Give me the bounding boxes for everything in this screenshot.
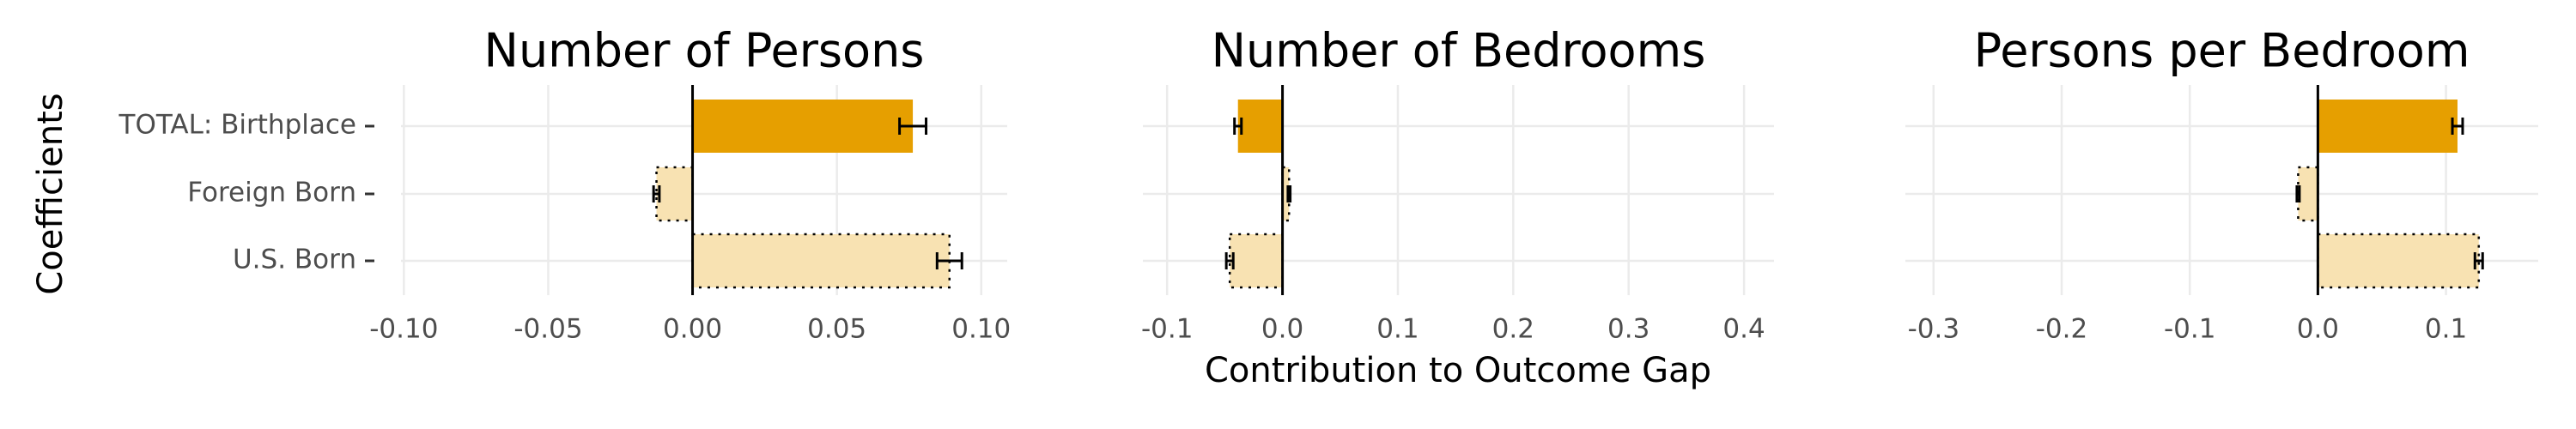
x-tick-label: -0.10 (369, 314, 438, 345)
x-tick-label: -0.05 (513, 314, 582, 345)
bar (655, 166, 694, 222)
x-tick-label: -0.1 (2164, 314, 2216, 345)
x-tick-label: 0.1 (1376, 314, 1419, 345)
bar (2318, 100, 2458, 153)
x-tick-label: 0.05 (807, 314, 866, 345)
x-tick-label: 0.00 (663, 314, 722, 345)
bar (1228, 233, 1284, 289)
bar (1237, 100, 1283, 153)
x-tick-label: 0.0 (2297, 314, 2339, 345)
bar (692, 100, 914, 153)
x-tick-label: 0.3 (1607, 314, 1649, 345)
x-tick-label: 0.4 (1722, 314, 1765, 345)
panel-title: Number of Bedrooms (1212, 24, 1706, 78)
x-tick-label: -0.3 (1908, 314, 1960, 345)
bar (2297, 166, 2319, 222)
x-tick-label: -0.2 (2036, 314, 2088, 345)
x-tick-label: -0.1 (1141, 314, 1194, 345)
panel-title: Number of Persons (484, 24, 925, 78)
x-tick-label: 0.10 (951, 314, 1011, 345)
y-tick-label: Foreign Born (187, 178, 356, 208)
bar (691, 233, 951, 289)
x-tick-label: 0.1 (2425, 314, 2467, 345)
y-axis-label: Coefficients (31, 93, 70, 294)
x-tick-label: 0.0 (1261, 314, 1303, 345)
panel-title: Persons per Bedroom (1974, 24, 2470, 78)
bar (1281, 166, 1291, 222)
y-tick-label: U.S. Born (233, 245, 356, 275)
y-tick-label: TOTAL: Birthplace (118, 110, 356, 141)
bar (2317, 233, 2481, 289)
x-tick-label: 0.2 (1492, 314, 1534, 345)
x-axis-label: Contribution to Outcome Gap (1205, 351, 1711, 390)
